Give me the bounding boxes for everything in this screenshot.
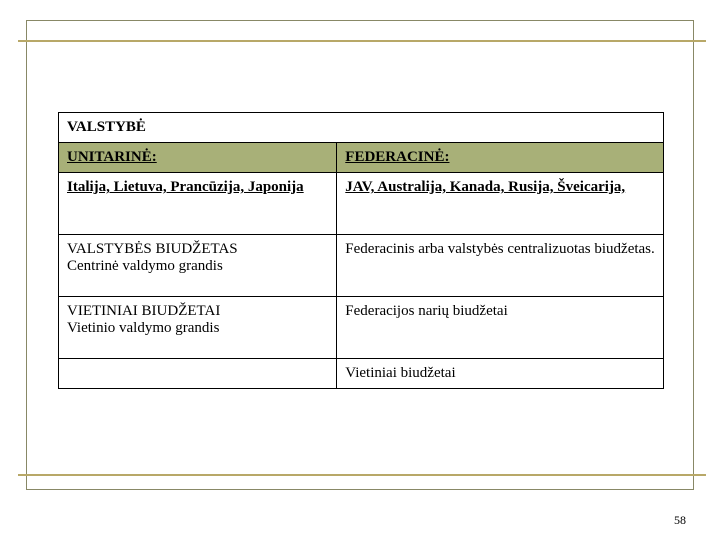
state-table: VALSTYBĖ UNITARINĖ: FEDERACINĖ: Italija,…	[58, 112, 664, 389]
federal-local-cell: Vietiniai biudžetai	[337, 359, 664, 389]
examples-federal: JAV, Australija, Kanada, Rusija, Šveicar…	[337, 173, 664, 235]
empty-cell	[59, 359, 337, 389]
unitary-budget-line2: Centrinė valdymo grandis	[67, 258, 223, 274]
table-title: VALSTYBĖ	[59, 113, 664, 143]
table-row-examples: Italija, Lietuva, Prancūzija, Japonija J…	[59, 173, 664, 235]
header-unitary: UNITARINĖ:	[59, 143, 337, 173]
table-row-title: VALSTYBĖ	[59, 113, 664, 143]
page-number: 58	[674, 513, 686, 528]
federal-budget-cell: Federacinis arba valstybės centralizuota…	[337, 235, 664, 297]
bottom-rule	[18, 474, 706, 476]
unitary-local-line1: VIETINIAI BIUDŽETAI	[67, 303, 220, 319]
header-federal: FEDERACINĖ:	[337, 143, 664, 173]
unitary-budget-line1: VALSTYBĖS BIUDŽETAS	[67, 241, 238, 257]
table-row-budget2: VIETINIAI BIUDŽETAI Vietinio valdymo gra…	[59, 297, 664, 359]
federal-members-cell: Federacijos narių biudžetai	[337, 297, 664, 359]
unitary-budget-cell: VALSTYBĖS BIUDŽETAS Centrinė valdymo gra…	[59, 235, 337, 297]
examples-unitary: Italija, Lietuva, Prancūzija, Japonija	[59, 173, 337, 235]
table-row-header: UNITARINĖ: FEDERACINĖ:	[59, 143, 664, 173]
top-rule	[18, 40, 706, 42]
table-row-budget3: Vietiniai biudžetai	[59, 359, 664, 389]
table-row-budget1: VALSTYBĖS BIUDŽETAS Centrinė valdymo gra…	[59, 235, 664, 297]
unitary-local-line2: Vietinio valdymo grandis	[67, 320, 219, 336]
unitary-local-cell: VIETINIAI BIUDŽETAI Vietinio valdymo gra…	[59, 297, 337, 359]
